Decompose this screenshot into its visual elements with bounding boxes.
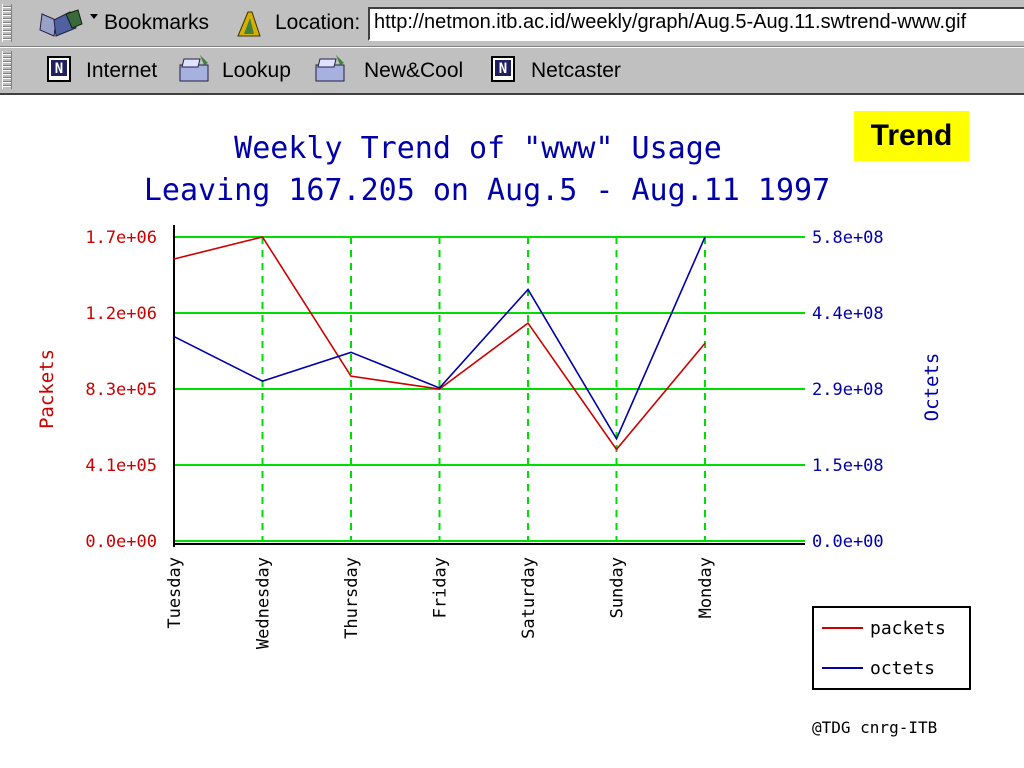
toolbar-item-label: Lookup — [222, 59, 291, 82]
y-right-tick-label: 0.0e+00 — [812, 532, 884, 552]
legend-label-packets: packets — [870, 618, 946, 639]
series-line-octets — [173, 236, 706, 441]
x-tick-label: Thursday — [342, 557, 362, 639]
y-left-tick-label: 1.2e+06 — [85, 304, 157, 324]
toolbar-grip[interactable] — [2, 51, 12, 89]
trend-badge: Trend — [854, 111, 969, 161]
chart-footer: @TDG cnrg-ITB — [812, 718, 937, 737]
x-tick-label: Saturday — [519, 557, 539, 639]
y-right-axis-label: Octets — [921, 353, 943, 422]
svg-text:N: N — [55, 61, 63, 77]
folder-icon — [315, 55, 345, 82]
legend-box — [812, 606, 971, 690]
x-tick-label: Sunday — [608, 557, 628, 618]
toolbar-item-label: New&Cool — [364, 59, 464, 82]
y-right-tick-label: 5.8e+08 — [812, 228, 884, 248]
y-left-tick-label: 1.7e+06 — [85, 228, 157, 248]
chart-subtitle: Leaving 167.205 on Aug.5 - Aug.11 1997 — [144, 173, 830, 208]
toolbar-item-label: Internet — [86, 59, 158, 82]
location-label: Location: — [275, 11, 361, 34]
x-tick-label: Tuesday — [165, 557, 185, 629]
svg-text:N: N — [499, 61, 507, 77]
toolbar-item-label: Netcaster — [531, 59, 621, 82]
toolbar-grip[interactable] — [2, 4, 12, 42]
series-line-packets — [173, 236, 706, 451]
bookmarks-label[interactable]: Bookmarks — [104, 11, 210, 34]
y-right-tick-label: 2.9e+08 — [812, 380, 884, 400]
x-tick-label: Wednesday — [254, 557, 274, 649]
y-right-tick-label: 1.5e+08 — [812, 456, 884, 476]
netscape-n-icon: N — [47, 56, 71, 82]
location-toolbar: Bookmarks Location: http://netmon.itb.ac… — [0, 0, 1024, 47]
x-tick-label: Friday — [431, 557, 451, 618]
y-right-tick-label: 4.4e+08 — [812, 304, 884, 324]
personal-toolbar: N Internet Lookup New&Cool N Netcaster — [0, 47, 1024, 95]
y-left-tick-label: 4.1e+05 — [85, 456, 157, 476]
location-url-input[interactable]: http://netmon.itb.ac.id/weekly/graph/Aug… — [368, 7, 1024, 41]
location-icon — [237, 11, 261, 37]
netscape-n-icon: N — [491, 56, 515, 82]
y-left-tick-label: 0.0e+00 — [85, 532, 157, 552]
y-left-axis-label: Packets — [36, 349, 58, 429]
weekly-trend-chart: Weekly Trend of "www" Usage Leaving 167.… — [36, 131, 971, 737]
x-tick-label: Monday — [696, 557, 716, 618]
y-left-tick-label: 8.3e+05 — [85, 380, 157, 400]
folder-icon — [179, 55, 209, 82]
legend-label-octets: octets — [870, 658, 935, 679]
bookmarks-icon[interactable] — [36, 6, 100, 42]
chart-title: Weekly Trend of "www" Usage — [234, 131, 722, 166]
